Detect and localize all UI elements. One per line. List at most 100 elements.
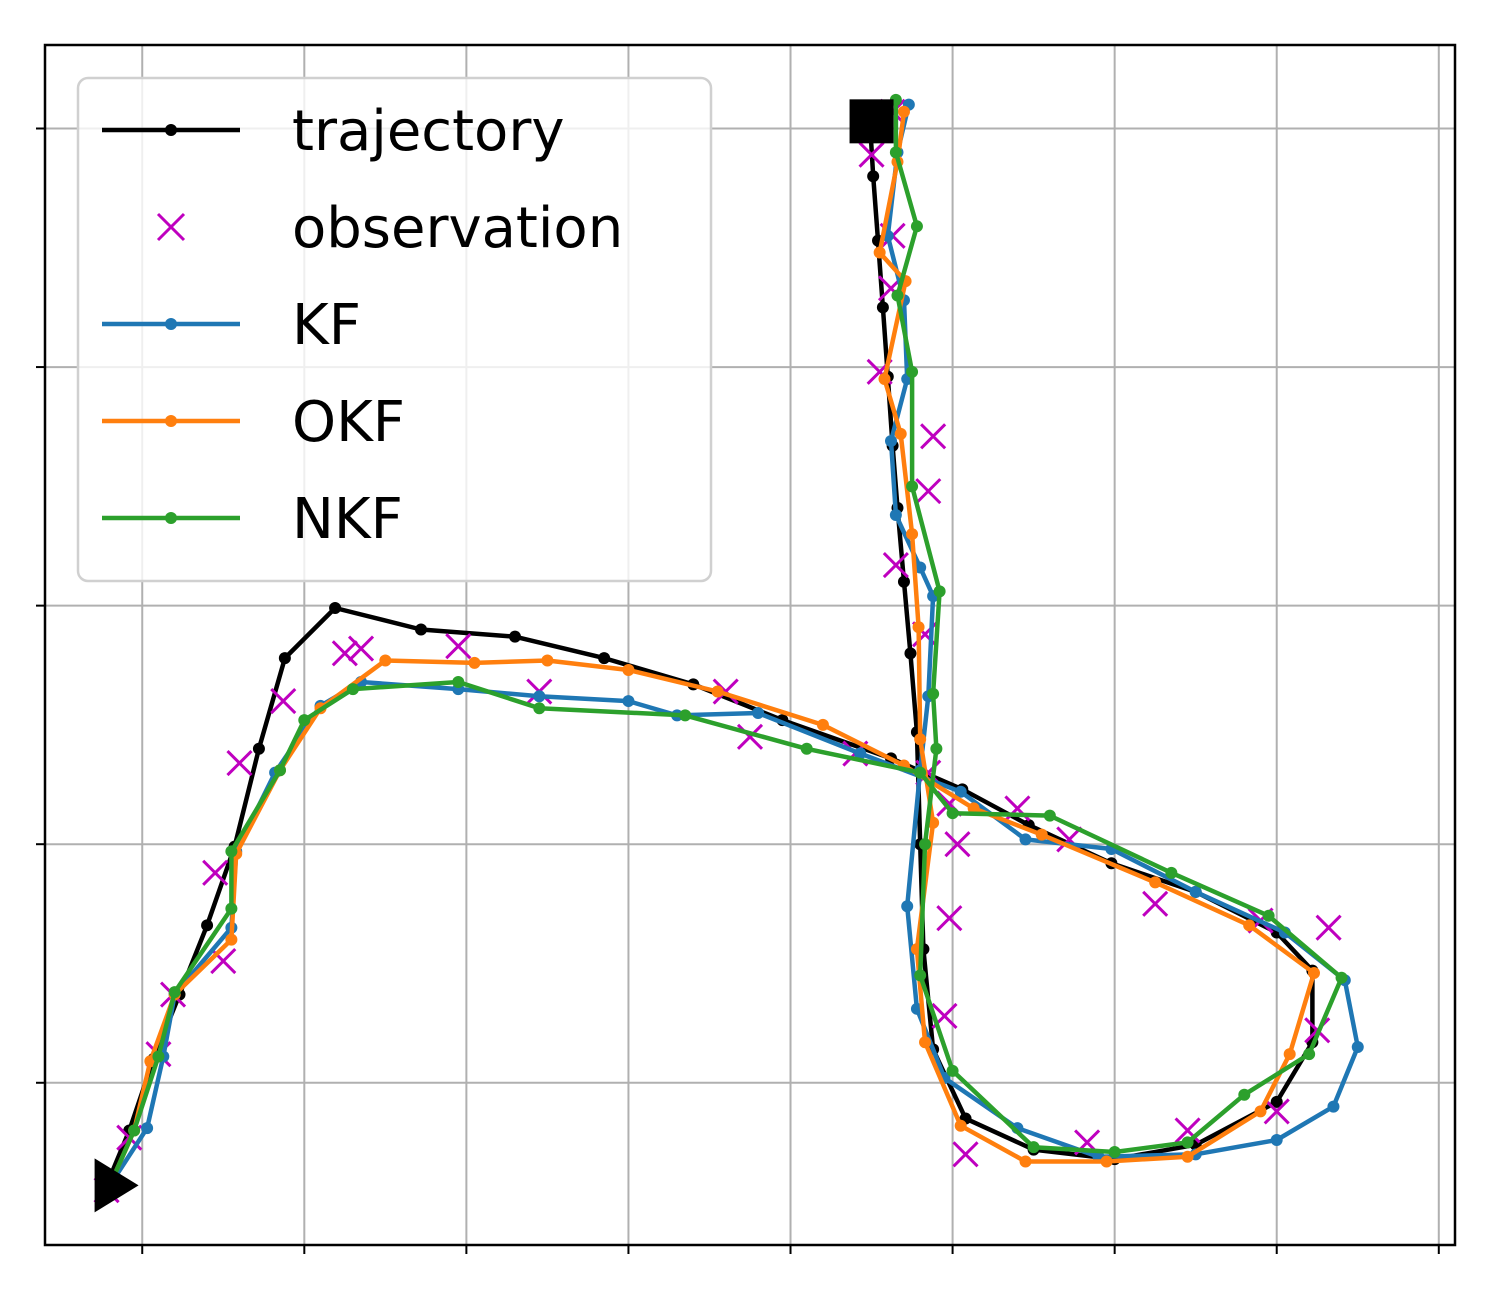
okf-point-25	[954, 1119, 967, 1132]
observation-point-17	[944, 831, 971, 858]
observation-point-5	[202, 859, 229, 886]
kf-point-10	[533, 690, 546, 703]
okf-point-33	[878, 372, 891, 385]
okf-point-31	[906, 528, 919, 541]
nkf-point-24	[946, 1064, 959, 1077]
observation-point-23	[1263, 1098, 1290, 1125]
legend-x-observation	[156, 212, 186, 242]
trajectory-point-8	[329, 602, 342, 615]
end-marker	[849, 99, 894, 144]
nkf-point-29	[933, 585, 946, 598]
nkf-line	[107, 97, 1344, 1188]
nkf-point-4	[225, 902, 238, 915]
legend-item-kf: KF	[102, 293, 361, 358]
observation-point-33	[920, 423, 947, 450]
observation-point-21	[1315, 914, 1342, 941]
legend: trajectory observation KF OKF NKF	[76, 76, 713, 583]
nkf-point-3	[168, 986, 181, 999]
kf-point-11	[622, 695, 635, 708]
okf-point-24	[1019, 1155, 1032, 1168]
okf-point-4	[225, 933, 238, 946]
observation-point-10	[445, 633, 472, 660]
legend-dot-okf	[165, 415, 177, 427]
nkf-point-2	[152, 1050, 165, 1063]
trajectory-point-31	[904, 647, 917, 660]
trajectory-point-38	[867, 170, 880, 183]
trajectory-point-22	[1270, 1095, 1283, 1108]
nkf-point-12	[800, 742, 813, 755]
nkf-point-13	[914, 766, 927, 779]
legend-dot-trajectory	[165, 124, 177, 136]
okf-point-9	[468, 656, 481, 669]
okf-point-21	[1254, 1105, 1267, 1118]
legend-item-nkf: NKF	[102, 487, 403, 552]
observation-point-28	[936, 905, 963, 932]
nkf-point-9	[452, 675, 465, 688]
okf-point-17	[1149, 876, 1162, 889]
kf-point-35	[885, 435, 897, 448]
observation-point-26	[952, 1141, 979, 1168]
observation-point-32	[915, 478, 942, 505]
nkf-point-30	[906, 480, 919, 493]
okf-point-18	[1243, 919, 1256, 932]
observation-point-7	[270, 688, 297, 715]
okf-point-32	[894, 427, 907, 440]
nkf-point-17	[1262, 909, 1275, 922]
start-marker	[94, 1158, 139, 1213]
okf-point-22	[1181, 1150, 1194, 1163]
nkf-point-8	[346, 683, 359, 696]
trajectory-line	[104, 119, 1315, 1188]
legend-item-observation: observation	[156, 196, 623, 261]
legend-label-observation: observation	[292, 196, 623, 261]
legend-dot-nkf	[165, 512, 177, 524]
kf-point-33	[914, 561, 927, 574]
observation-point-19	[1142, 890, 1169, 917]
kf-point-34	[889, 508, 902, 521]
observation-point-8	[331, 640, 358, 667]
observation-point-37	[858, 141, 885, 168]
nkf-point-10	[533, 702, 546, 715]
okf-point-35	[873, 246, 886, 259]
nkf-point-11	[679, 709, 692, 722]
observation-point-12	[712, 678, 739, 705]
nkf-point-1	[128, 1124, 141, 1137]
trajectory-point-10	[509, 630, 521, 643]
kf-point-29	[901, 900, 914, 913]
trajectory-point-4	[201, 919, 214, 932]
legend-label-okf: OKF	[292, 390, 405, 455]
series-nkf	[103, 93, 1348, 1192]
okf-point-26	[919, 1036, 932, 1049]
legend-item-okf: OKF	[102, 390, 405, 455]
nkf-point-21	[1181, 1136, 1194, 1149]
nkf-point-7	[298, 714, 311, 727]
nkf-point-22	[1108, 1145, 1121, 1158]
legend-item-trajectory: trajectory	[102, 99, 564, 164]
nkf-point-25	[914, 969, 927, 982]
nkf-point-6	[274, 764, 286, 777]
trajectory-point-36	[876, 301, 889, 314]
okf-point-30	[912, 621, 925, 634]
nkf-point-18	[1335, 971, 1348, 984]
nkf-point-34	[889, 146, 902, 159]
okf-point-20	[1283, 1048, 1296, 1061]
legend-box	[76, 76, 713, 583]
nkf-point-14	[946, 807, 959, 820]
okf-point-29	[914, 733, 927, 746]
okf-point-11	[622, 664, 635, 677]
trajectory-point-7	[278, 652, 291, 665]
nkf-point-20	[1238, 1088, 1251, 1101]
nkf-point-23	[1027, 1141, 1040, 1154]
nkf-point-5	[225, 845, 238, 858]
observation-point-9	[347, 635, 375, 662]
kf-point-14	[854, 747, 867, 760]
observation-point-6	[226, 750, 253, 777]
nkf-point-33	[910, 220, 923, 233]
kf-point-15	[954, 785, 967, 798]
kf-point-16	[1019, 833, 1032, 846]
okf-point-37	[897, 105, 910, 118]
okf-point-13	[816, 718, 829, 731]
nkf-point-16	[1165, 866, 1178, 879]
legend-label-trajectory: trajectory	[292, 99, 564, 164]
start-end-markers	[94, 99, 894, 1213]
